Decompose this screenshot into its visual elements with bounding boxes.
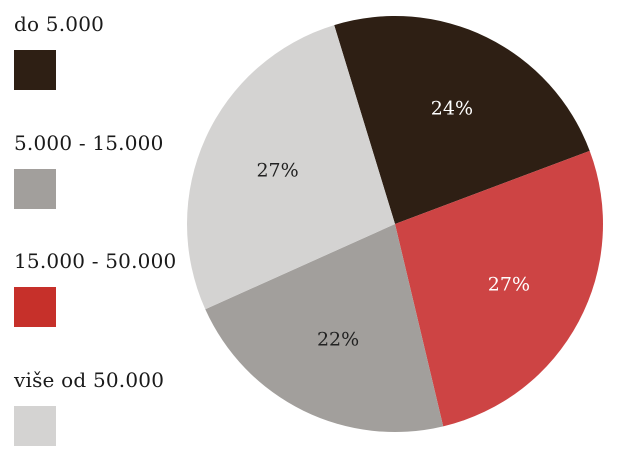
pie-slice — [395, 150, 603, 427]
legend-label: do 5.000 — [14, 12, 105, 36]
legend-label: više od 50.000 — [14, 368, 165, 392]
legend-item-15000-50000: 15.000 - 50.000 — [14, 249, 176, 327]
pie-slice — [205, 224, 444, 433]
legend-item-do-5000: do 5.000 — [14, 12, 104, 90]
legend-label: 15.000 - 50.000 — [14, 249, 177, 273]
legend-swatch — [14, 50, 56, 90]
legend-swatch — [14, 406, 56, 446]
legend-item-5000-15000: 5.000 - 15.000 — [14, 131, 164, 209]
legend-label: 5.000 - 15.000 — [14, 131, 164, 155]
pie-slice — [334, 16, 590, 224]
legend-item-vise-od-50000: više od 50.000 — [14, 368, 164, 446]
legend-swatch — [14, 287, 56, 327]
legend-swatch — [14, 169, 56, 209]
pie-slice — [187, 25, 395, 310]
slice-label: 24% — [431, 97, 473, 119]
slice-label: 27% — [488, 274, 530, 296]
chart-legend: do 5.000 5.000 - 15.000 15.000 - 50.000 … — [14, 0, 194, 465]
slice-label: 27% — [256, 160, 298, 182]
slice-label: 22% — [317, 329, 359, 351]
